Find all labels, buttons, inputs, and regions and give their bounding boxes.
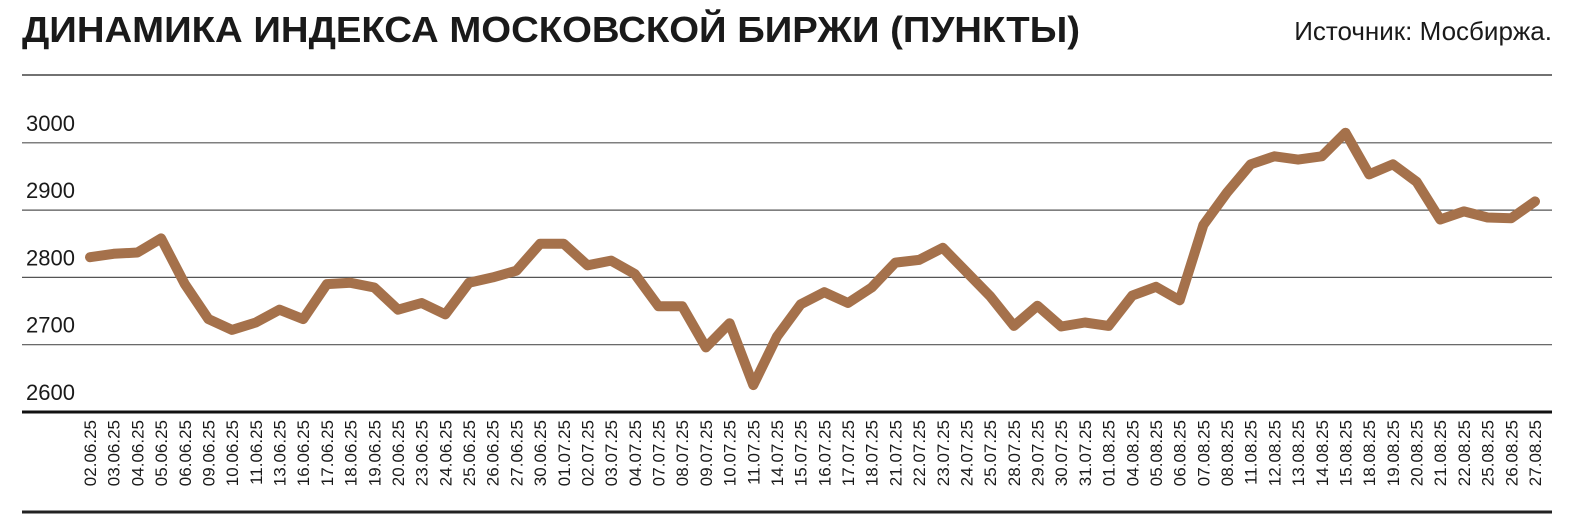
x-tick-label: 30.06.25 [531, 420, 550, 486]
x-tick-label: 23.07.25 [934, 420, 953, 486]
x-tick-label: 04.08.25 [1123, 420, 1142, 486]
x-tick-label: 09.06.25 [199, 420, 218, 486]
x-tick-label: 25.06.25 [460, 420, 479, 486]
x-tick-label: 17.06.25 [318, 420, 337, 486]
x-tick-label: 02.06.25 [81, 420, 100, 486]
chart-title: ДИНАМИКА ИНДЕКСА МОСКОВСКОЙ БИРЖИ (ПУНКТ… [22, 8, 1080, 50]
x-tick-label: 07.07.25 [650, 420, 669, 486]
x-tick-label: 21.08.25 [1431, 420, 1450, 486]
x-tick-label: 18.07.25 [863, 420, 882, 486]
x-tick-label: 01.07.25 [555, 420, 574, 486]
x-tick-label: 26.08.25 [1502, 420, 1521, 486]
x-tick-label: 11.08.25 [1242, 420, 1261, 485]
x-tick-label: 05.06.25 [152, 420, 171, 486]
x-tick-label: 22.07.25 [910, 420, 929, 486]
x-tick-label: 03.07.25 [602, 420, 621, 486]
x-tick-label: 16.06.25 [294, 420, 313, 486]
x-tick-label: 06.06.25 [176, 420, 195, 486]
x-tick-label: 23.06.25 [413, 420, 432, 486]
x-tick-label: 27.08.25 [1526, 420, 1545, 486]
x-tick-label: 14.08.25 [1313, 420, 1332, 486]
x-tick-label: 25.07.25 [981, 420, 1000, 486]
x-tick-label: 21.07.25 [886, 420, 905, 486]
x-tick-label: 11.07.25 [744, 420, 763, 485]
x-tick-label: 10.07.25 [721, 420, 740, 486]
x-tick-label: 15.08.25 [1336, 420, 1355, 486]
x-tick-label: 02.07.25 [578, 420, 597, 486]
x-tick-label: 27.06.25 [507, 420, 526, 486]
x-tick-label: 26.06.25 [484, 420, 503, 486]
x-tick-label: 18.08.25 [1360, 420, 1379, 486]
y-tick-label: 2900 [26, 178, 75, 203]
x-tick-label: 19.08.25 [1384, 420, 1403, 486]
x-tick-label: 04.06.25 [128, 420, 147, 486]
source-note: Источник: Мосбиржа. [1294, 16, 1552, 46]
index-line [85, 127, 1540, 391]
x-tick-label: 30.07.25 [1052, 420, 1071, 486]
x-tick-label: 10.06.25 [223, 420, 242, 486]
y-tick-label: 2700 [26, 313, 75, 338]
x-tick-label: 03.06.25 [105, 420, 124, 486]
x-tick-label: 04.07.25 [626, 420, 645, 486]
x-tick-label: 24.06.25 [436, 420, 455, 486]
x-tick-label: 25.08.25 [1479, 420, 1498, 486]
y-tick-label: 3000 [26, 111, 75, 136]
x-tick-label: 29.07.25 [1029, 420, 1048, 486]
x-tick-label: 20.08.25 [1408, 420, 1427, 486]
x-tick-label: 05.08.25 [1147, 420, 1166, 486]
x-tick-label: 09.07.25 [697, 420, 716, 486]
x-tick-label: 13.08.25 [1289, 420, 1308, 486]
x-tick-label: 16.07.25 [815, 420, 834, 486]
x-tick-label: 08.07.25 [673, 420, 692, 486]
y-tick-label: 2800 [26, 245, 75, 270]
x-tick-label: 12.08.25 [1265, 420, 1284, 486]
x-tick-label: 13.06.25 [271, 420, 290, 486]
x-tick-label: 14.07.25 [768, 420, 787, 486]
x-tick-label: 11.06.25 [247, 420, 266, 485]
x-tick-label: 22.08.25 [1455, 420, 1474, 486]
x-tick-label: 07.08.25 [1194, 420, 1213, 486]
x-tick-label: 19.06.25 [365, 420, 384, 486]
x-tick-label: 24.07.25 [957, 420, 976, 486]
x-tick-label: 31.07.25 [1076, 420, 1095, 486]
x-tick-label: 18.06.25 [342, 420, 361, 486]
x-tick-label: 06.08.25 [1171, 420, 1190, 486]
x-tick-label: 17.07.25 [839, 420, 858, 486]
x-tick-label: 28.07.25 [1005, 420, 1024, 486]
x-tick-label: 08.08.25 [1218, 420, 1237, 486]
y-tick-label: 2600 [26, 380, 75, 405]
x-tick-label: 20.06.25 [389, 420, 408, 486]
x-tick-label: 01.08.25 [1100, 420, 1119, 486]
x-tick-label: 15.07.25 [792, 420, 811, 486]
